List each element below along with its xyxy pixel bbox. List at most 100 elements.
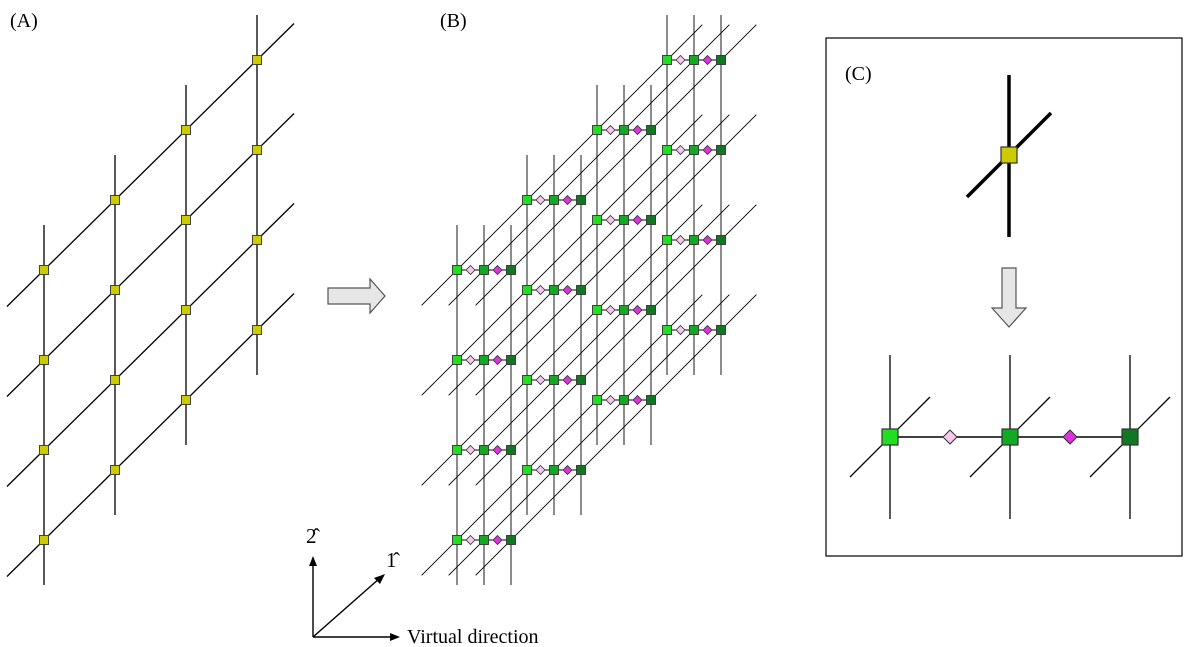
panel-a-node [252, 55, 262, 65]
panel-b-diamond [605, 124, 616, 136]
panel-a-lattice [6, 15, 295, 585]
panel-c-virtual-node [1001, 428, 1019, 446]
panel-b-diamond [492, 534, 503, 546]
panel-b-diamond [535, 284, 546, 296]
panel-b-virtual-node [479, 535, 489, 545]
axis-1-label: 1̂ [386, 548, 401, 572]
panel-b-virtual-node [522, 375, 532, 385]
panel-a-diagonal-line [6, 293, 295, 577]
panel-b-diagonal-line [421, 294, 703, 576]
panel-a-node [181, 395, 191, 405]
panel-b-diamond [535, 374, 546, 386]
panel-b-virtual-node [646, 395, 656, 405]
panel-b-virtual-node [479, 265, 489, 275]
panel-a-node [39, 355, 49, 365]
panel-b-diamond [702, 234, 713, 246]
panel-b-diamond [562, 194, 573, 206]
panel-b-virtual-node [452, 265, 462, 275]
panel-a-node [181, 305, 191, 315]
panel-b-diamond [605, 394, 616, 406]
panel-b-virtual-node [716, 325, 726, 335]
panel-a-label: (A) [10, 10, 38, 32]
panel-c-original-node [1000, 146, 1018, 164]
panel-b-virtual-node [592, 305, 602, 315]
panel-b-virtual-node [549, 465, 559, 475]
panel-b-diamond [675, 234, 686, 246]
panel-b-virtual-node [716, 235, 726, 245]
panel-a-node [252, 325, 262, 335]
panel-c-diamond [1062, 429, 1078, 445]
panel-a-diagonal-line [6, 23, 295, 307]
panel-b-virtual-node [662, 325, 672, 335]
panel-b-virtual-node [576, 465, 586, 475]
panel-b-virtual-node [506, 265, 516, 275]
panel-b-diagonal-line [421, 114, 703, 396]
panel-b-diagonal-line [475, 24, 757, 306]
panel-b-diamond [605, 214, 616, 226]
panel-b-diamond [492, 354, 503, 366]
panel-b-virtual-node [549, 285, 559, 295]
panel-b-diagonal-line [475, 204, 757, 486]
panel-b-virtual-node [576, 195, 586, 205]
panel-b-virtual-node [549, 375, 559, 385]
panel-b-virtual-node [689, 55, 699, 65]
panel-b-virtual-node [592, 215, 602, 225]
panel-b-virtual-node [689, 235, 699, 245]
panel-b-diamond [675, 324, 686, 336]
panel-b-diamond [562, 464, 573, 476]
panel-b-virtual-node [662, 235, 672, 245]
panel-a-node [110, 465, 120, 475]
panel-b-virtual-node [506, 445, 516, 455]
panel-b-diagonal-line [475, 294, 757, 576]
panel-b-diamond [562, 284, 573, 296]
panel-a-node [181, 125, 191, 135]
panel-b-virtual-node [662, 145, 672, 155]
panel-b-diamond [605, 304, 616, 316]
panel-b-virtual-node [619, 395, 629, 405]
panel-b-virtual-node [506, 535, 516, 545]
panel-b-virtual-node [522, 195, 532, 205]
panel-c-box [825, 37, 1183, 557]
panel-b-virtual-node [716, 145, 726, 155]
panel-c-label: (C) [845, 63, 872, 85]
axis-2-label: 2̂ [306, 524, 321, 548]
panel-a-diagonal-line [6, 203, 295, 487]
panel-b-diamond [465, 264, 476, 276]
panel-b-diamond [632, 124, 643, 136]
panel-b-diamond [702, 54, 713, 66]
panel-c-detail [849, 75, 1171, 519]
panel-a-node [39, 445, 49, 455]
panel-c-virtual-node [881, 428, 899, 446]
panel-a-node [39, 265, 49, 275]
panel-a-node [110, 375, 120, 385]
panel-b-virtual-node [689, 145, 699, 155]
panel-b-diamond [492, 444, 503, 456]
panel-b-diamond [535, 464, 546, 476]
panel-b-virtual-node [506, 355, 516, 365]
panel-b-diamond [632, 304, 643, 316]
panel-b-virtual-node [479, 445, 489, 455]
panel-b-virtual-node [619, 305, 629, 315]
panel-a-node [110, 195, 120, 205]
panel-b-diagonal-line [448, 294, 730, 576]
panel-b-virtual-node [522, 285, 532, 295]
panel-a-node [110, 285, 120, 295]
panel-b-diagonal-line [448, 24, 730, 306]
panel-b-virtual-node [452, 445, 462, 455]
panel-b-virtual-node [646, 125, 656, 135]
panel-b-virtual-node [646, 305, 656, 315]
panel-b-diagonal-line [421, 24, 703, 306]
panel-a-diagonal-line [6, 113, 295, 397]
panel-b-diamond [702, 324, 713, 336]
panel-b-lattice [421, 15, 757, 585]
panel-c-virtual-node [1121, 428, 1139, 446]
panel-b-diagonal-line [448, 114, 730, 396]
panel-b-virtual-node [619, 125, 629, 135]
panel-b-diamond [675, 54, 686, 66]
panel-c-diamond [942, 429, 958, 445]
panel-b-diagonal-line [448, 204, 730, 486]
panel-b-diamond [492, 264, 503, 276]
panel-b-diamond [562, 374, 573, 386]
virtual-direction-label: Virtual direction [407, 626, 539, 647]
